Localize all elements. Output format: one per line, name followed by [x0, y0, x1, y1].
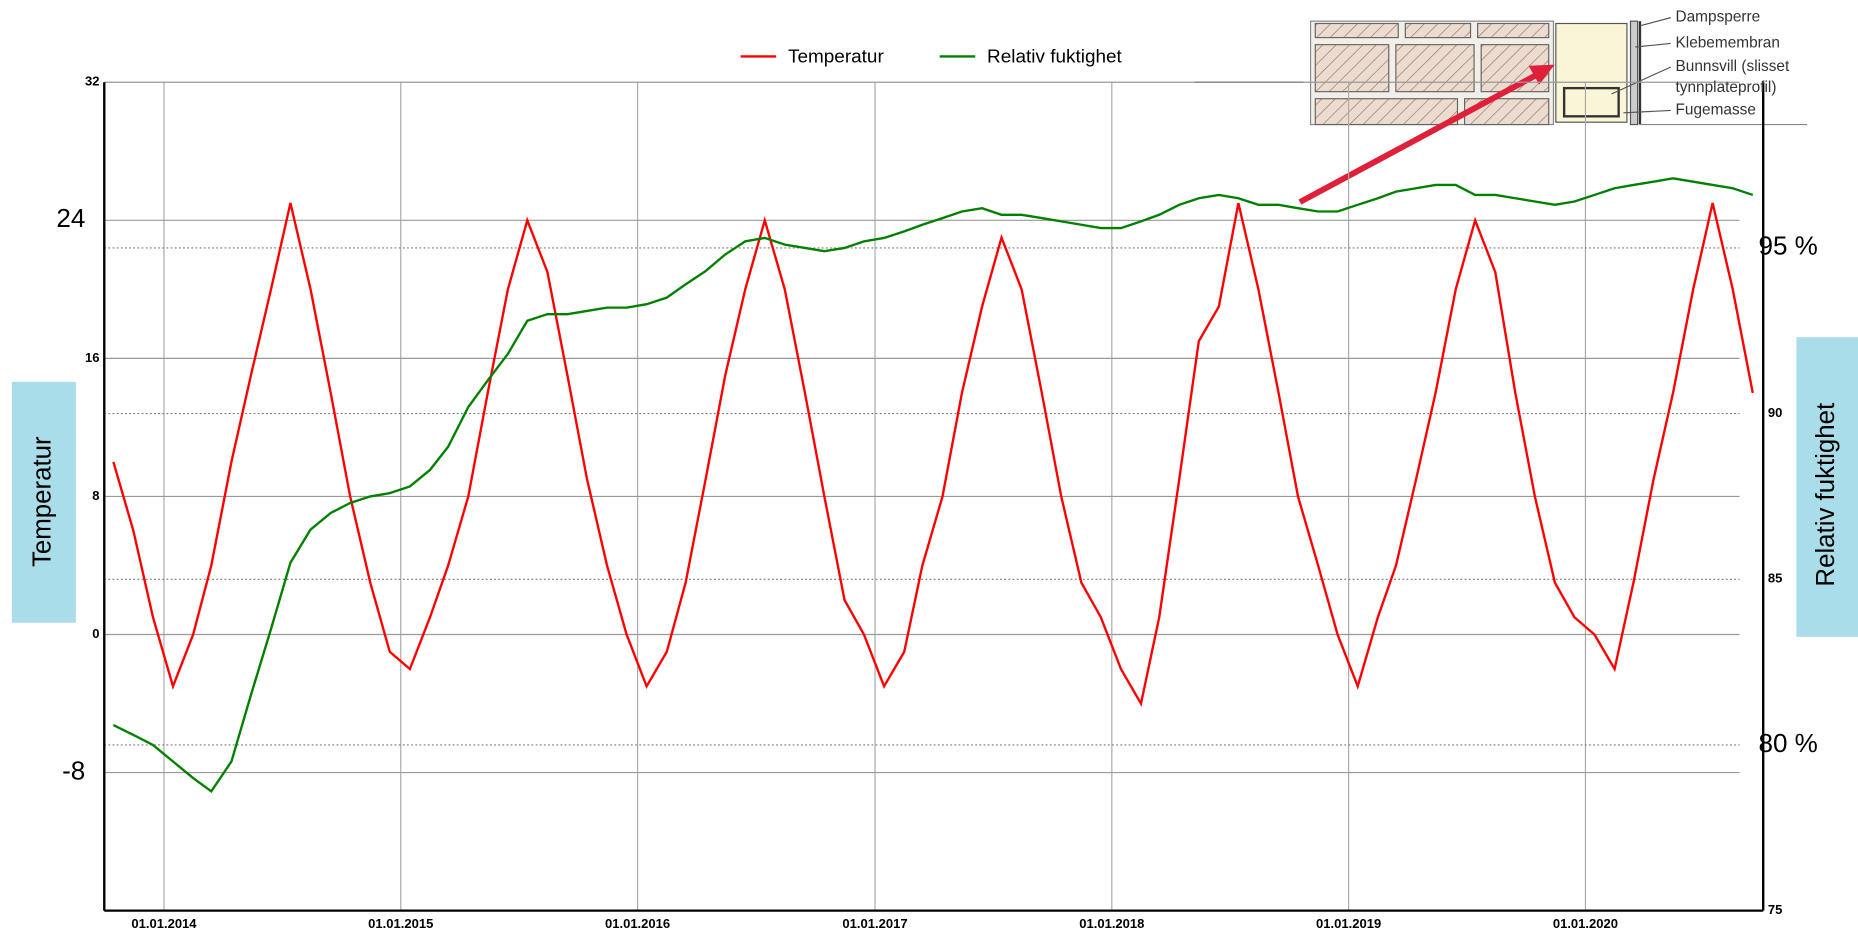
y-tick-label: 16 — [85, 350, 99, 365]
inset-label: Dampsperre — [1676, 9, 1761, 26]
y2-tick-label: 85 — [1768, 571, 1782, 586]
y-tick-label: -8 — [62, 757, 85, 785]
x-tick-label: 01.01.2017 — [842, 916, 907, 931]
x-tick-label: 01.01.2016 — [605, 916, 670, 931]
grid — [104, 81, 1740, 912]
x-tick-label: 01.01.2018 — [1079, 916, 1144, 931]
y-tick-label: 24 — [56, 205, 85, 233]
series-line — [112, 202, 1754, 707]
arrow-head — [1528, 64, 1555, 85]
y2-axis-title: Relativ fuktighet — [1812, 402, 1840, 587]
inset-label: Fugemasse — [1676, 102, 1756, 119]
arrow — [1298, 70, 1542, 205]
legend-label: Relativ fuktighet — [987, 46, 1123, 67]
y-tick-label: 32 — [85, 74, 99, 89]
x-tick-label: 01.01.2014 — [131, 916, 197, 931]
ylabel-box — [11, 381, 76, 623]
x-tick-label: 01.01.2015 — [368, 916, 433, 931]
y-tick-label: 0 — [92, 626, 99, 641]
y2-tick-label: 75 — [1768, 902, 1782, 917]
y2label-box — [1796, 337, 1858, 637]
y-axis-title: Temperatur — [29, 436, 57, 567]
x-tick-label: 01.01.2019 — [1316, 916, 1381, 931]
inset-label: Klebemembran — [1676, 35, 1780, 52]
x-tick-label: 01.01.2020 — [1553, 916, 1618, 931]
inset-label: Bunnsvill (slisset — [1676, 58, 1791, 75]
y2-tick-label: 90 — [1768, 405, 1782, 420]
inset-label: tynnplateprofil) — [1676, 79, 1777, 96]
legend-label: Temperatur — [788, 46, 884, 67]
y2-tick-label: 80 % — [1758, 730, 1817, 758]
series-line — [112, 177, 1754, 794]
y-tick-label: 8 — [92, 488, 99, 503]
y2-tick-label: 95 % — [1758, 233, 1817, 261]
